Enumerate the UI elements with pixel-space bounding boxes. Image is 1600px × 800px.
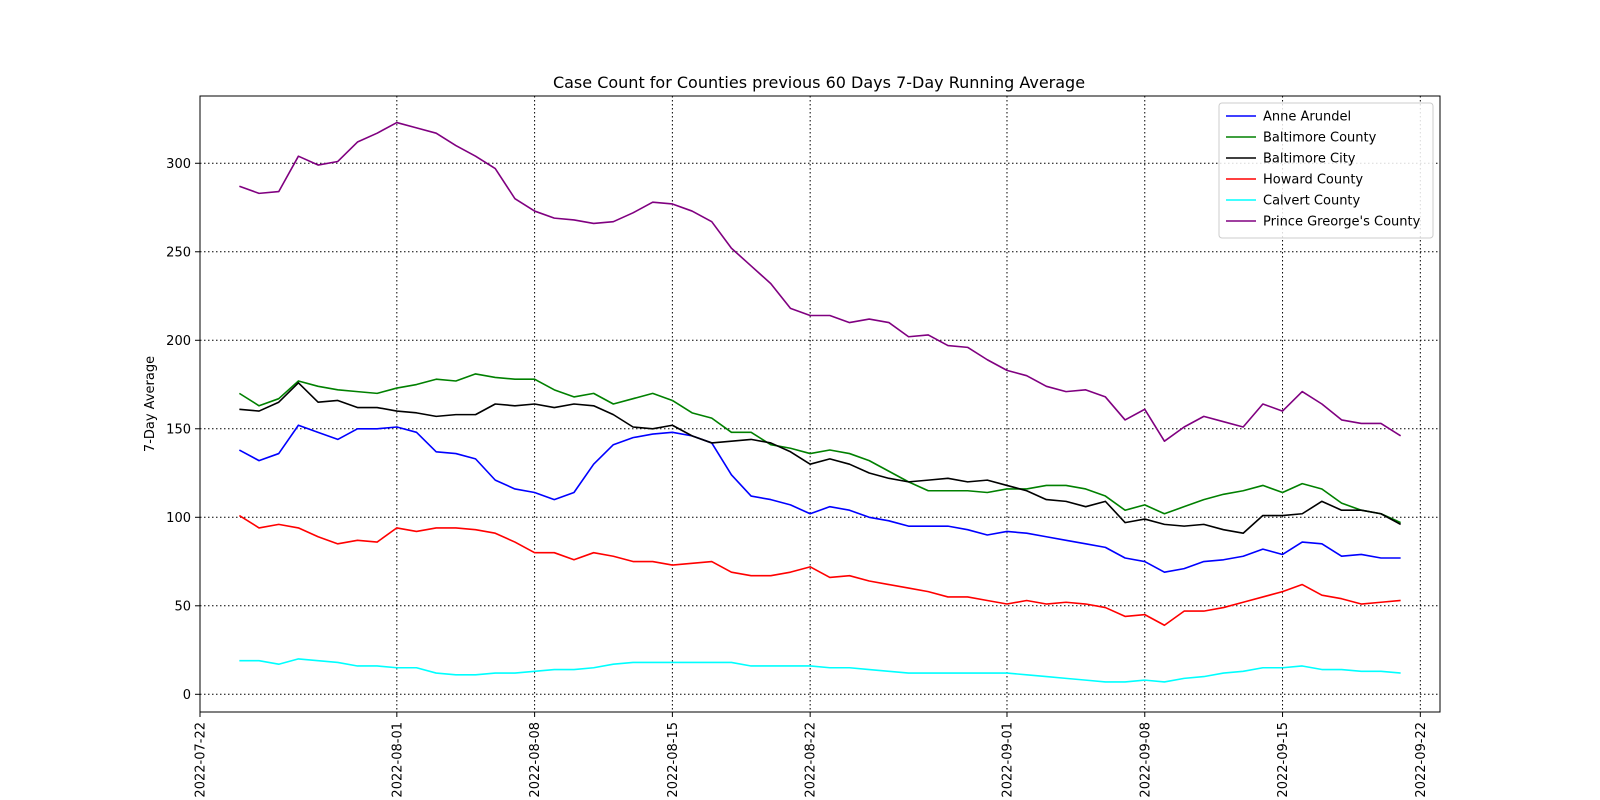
legend-label: Baltimore County xyxy=(1263,131,1377,146)
y-tick-label: 150 xyxy=(166,422,191,437)
legend-label: Howard County xyxy=(1263,173,1363,188)
legend-label: Calvert County xyxy=(1263,194,1361,209)
series-line-2 xyxy=(239,381,1402,535)
series-line-3 xyxy=(238,514,1401,627)
x-tick-label: 2022-09-01 xyxy=(1000,722,1015,798)
chart-title: Case Count for Counties previous 60 Days… xyxy=(553,73,1085,92)
y-tick-label: 0 xyxy=(183,688,191,703)
legend-box xyxy=(1218,102,1434,239)
x-tick-label: 2022-08-08 xyxy=(528,722,543,798)
x-tick-label: 2022-09-22 xyxy=(1414,722,1429,798)
y-tick-label: 50 xyxy=(174,599,191,614)
plot-frame xyxy=(199,95,1441,713)
series-line-1 xyxy=(238,373,1401,524)
series-line-4 xyxy=(239,658,1401,683)
x-tick-label: 2022-08-22 xyxy=(804,722,819,798)
y-tick-label: 100 xyxy=(166,511,191,526)
x-tick-label: 2022-09-08 xyxy=(1138,722,1153,798)
axis-ticks: 2022-07-22 2022-08-01 2022-08-08 2022-08-15… xyxy=(166,157,1429,798)
legend: Anne Arundel Baltimore County Baltimore Ci… xyxy=(1218,102,1434,239)
y-tick-label: 250 xyxy=(166,245,191,260)
x-tick-label: 2022-08-01 xyxy=(390,722,405,798)
legend-label: Baltimore City xyxy=(1263,152,1356,167)
y-tick-label: 200 xyxy=(166,334,191,349)
x-tick-label: 2022-08-15 xyxy=(666,722,681,798)
x-tick-label: 2022-07-22 xyxy=(194,722,209,798)
legend-label: Anne Arundel xyxy=(1263,110,1351,125)
series-line-5 xyxy=(239,121,1402,442)
series-lines xyxy=(238,121,1402,683)
y-axis-label: 7-Day Average xyxy=(143,356,158,452)
series-line-0 xyxy=(238,424,1401,573)
y-tick-label: 300 xyxy=(166,157,191,172)
legend-label: Prince Greorge's County xyxy=(1263,215,1421,230)
x-tick-label: 2022-09-15 xyxy=(1276,722,1291,798)
